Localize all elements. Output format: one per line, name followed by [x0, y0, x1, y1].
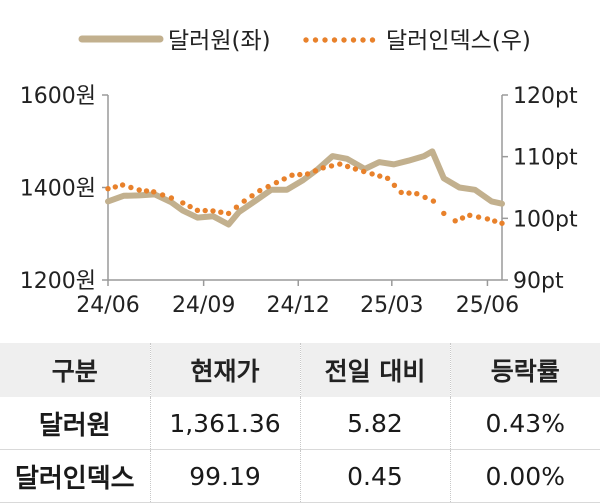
- x-axis-tick-label: 25/06: [456, 293, 519, 318]
- legend-dot: [369, 37, 376, 43]
- dollar-index-point: [194, 207, 201, 213]
- dollar-index-point: [312, 168, 319, 174]
- legend-label-usdkrw: 달러원(좌): [168, 28, 271, 54]
- dollar-index-point: [441, 210, 447, 217]
- dollar-index-point: [328, 163, 335, 169]
- row-label: 달러원: [0, 397, 150, 450]
- change-rate-cell: 0.43%: [449, 397, 600, 450]
- dollar-index-point: [249, 193, 255, 199]
- dollar-index-point: [281, 176, 287, 182]
- dollar-index-point: [391, 182, 398, 188]
- dollar-index-point: [225, 210, 232, 217]
- dollar-index-point: [273, 179, 280, 186]
- x-axis-tick-label: 24/09: [172, 293, 235, 318]
- legend-dot: [341, 37, 347, 43]
- dollar-index-point: [377, 173, 383, 179]
- left-axis-tick-label: 1200원: [20, 269, 96, 294]
- dollar-index-point: [187, 203, 193, 210]
- legend-dot: [303, 37, 309, 43]
- dollar-index-point: [210, 208, 216, 214]
- dollar-index-point: [128, 184, 134, 191]
- dollar-index-point: [499, 220, 505, 226]
- dollar-index-point: [384, 175, 391, 181]
- dollar-index-point: [414, 191, 420, 197]
- chart-legend: 달러원(좌) 달러인덱스(우): [78, 28, 531, 54]
- dollar-index-point: [105, 186, 111, 192]
- left-axis-tick-label: 1600원: [20, 84, 96, 109]
- dollar-index-point: [143, 188, 150, 194]
- header-category: 구분: [0, 343, 150, 397]
- legend-dot: [350, 37, 357, 43]
- table-row: 달러원 1,361.36 5.82 0.43%: [0, 397, 600, 450]
- quote-table: 구분 현재가 전일 대비 등락률 달러원 1,361.36 5.82 0.43%…: [0, 343, 600, 503]
- dollar-index-point: [180, 200, 186, 206]
- dollar-index-point: [430, 198, 437, 204]
- dollar-index-point: [297, 171, 303, 178]
- dollar-index-point: [406, 190, 412, 196]
- dollar-index-point: [361, 168, 367, 175]
- row-label: 달러인덱스: [0, 449, 150, 503]
- dollar-index-point: [233, 204, 240, 210]
- header-change: 전일 대비: [299, 343, 450, 397]
- legend-dot: [331, 37, 338, 43]
- legend-dot: [322, 37, 328, 43]
- right-axis-tick-label: 110pt: [513, 146, 578, 171]
- dollar-index-point: [369, 171, 375, 177]
- current-price-cell: 99.19: [149, 449, 300, 503]
- x-axis-tick-label: 25/03: [360, 293, 423, 318]
- legend-dots-dollar-index: [303, 37, 376, 43]
- dollar-index-point: [320, 165, 326, 171]
- dollar-index-point: [159, 192, 166, 198]
- dollar-index-point: [257, 187, 263, 194]
- x-axis-tick-label: 24/06: [76, 293, 139, 318]
- change-cell: 0.45: [299, 449, 450, 503]
- dollar-index-point: [467, 212, 473, 218]
- chart-axes: [107, 95, 503, 281]
- dollar-index-point: [151, 189, 157, 195]
- dollar-index-point: [352, 166, 359, 172]
- table-row: 달러인덱스 99.19 0.45 0.00%: [0, 449, 600, 503]
- change-rate-cell: 0.00%: [449, 449, 600, 503]
- left-axis-tick-label: 1400원: [20, 177, 96, 202]
- legend-dot: [312, 37, 319, 43]
- right-axis-tick-label: 100pt: [513, 207, 578, 232]
- exchange-rate-chart: 달러원(좌) 달러인덱스(우) 1200원 1400원 1600원 90pt 100pt…: [20, 28, 578, 318]
- legend-dot: [360, 37, 366, 43]
- dollar-index-point: [398, 189, 404, 196]
- dollar-index-point: [452, 218, 458, 224]
- dollar-index-point: [168, 195, 175, 201]
- dollar-index-point: [344, 163, 351, 170]
- dollar-index-point: [241, 198, 247, 204]
- dollar-index-point: [265, 183, 271, 190]
- table-header-row: 구분 현재가 전일 대비 등락률: [0, 343, 600, 397]
- change-cell: 5.82: [299, 397, 450, 450]
- dollar-index-point: [289, 172, 295, 178]
- dollar-index-point: [112, 184, 119, 190]
- dollar-index-point: [459, 215, 466, 221]
- dollar-index-point: [492, 218, 498, 224]
- current-price-cell: 1,361.36: [149, 397, 300, 450]
- dollar-index-point: [484, 216, 491, 222]
- x-axis-tick-label: 24/12: [267, 293, 330, 318]
- header-current-price: 현재가: [149, 343, 300, 397]
- dollar-index-point: [202, 207, 208, 214]
- dollar-index-point: [475, 214, 482, 220]
- dollar-index-point: [337, 161, 343, 167]
- legend-label-dollar-index: 달러인덱스(우): [386, 28, 531, 54]
- dollar-index-point: [119, 182, 126, 188]
- right-axis-tick-label: 120pt: [513, 84, 578, 109]
- dollar-index-point: [136, 187, 142, 193]
- right-axis-tick-label: 90pt: [513, 269, 564, 294]
- dollar-index-point: [304, 171, 311, 177]
- dollar-index-point: [422, 194, 428, 201]
- series-line-usdkrw: [105, 148, 505, 228]
- dollar-index-point: [218, 209, 224, 215]
- header-change-rate: 등락률: [449, 343, 600, 397]
